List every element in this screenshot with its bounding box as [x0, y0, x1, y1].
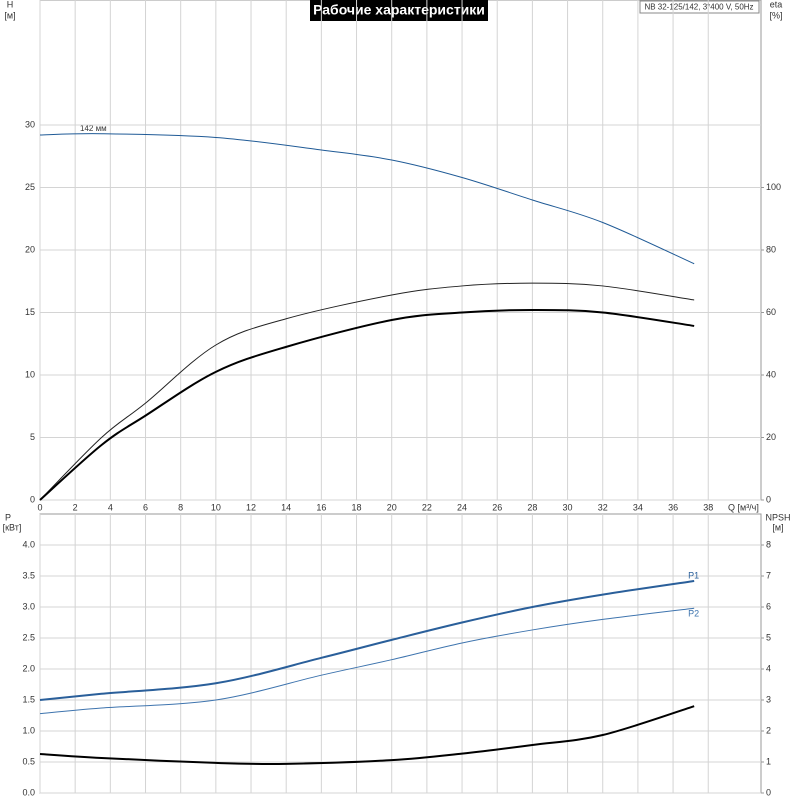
y2-axis-unit: [%] [769, 10, 782, 20]
y-tick-label: 20 [25, 244, 35, 254]
x-tick-label: 34 [633, 502, 643, 512]
y-axis-unit: [кВт] [3, 522, 22, 532]
y2-tick-label: 3 [766, 694, 771, 704]
chart-title: Рабочие характеристики [313, 2, 485, 18]
y2-axis-unit: [м] [772, 522, 783, 532]
y-tick-label: 1.5 [22, 694, 35, 704]
y2-tick-label: 40 [766, 369, 776, 379]
curve [39, 607, 695, 715]
y-axis-unit: [м] [4, 10, 15, 20]
y2-tick-label: 20 [766, 432, 776, 442]
y-tick-label: 4.0 [22, 539, 35, 549]
y2-tick-label: 7 [766, 570, 771, 580]
title-box [310, 0, 488, 21]
x-tick-label: 30 [563, 502, 573, 512]
series-label: P1 [688, 570, 699, 580]
x-tick-label: 36 [668, 502, 678, 512]
y-tick-label: 2.0 [22, 663, 35, 673]
x-tick-label: 26 [492, 502, 502, 512]
curve [39, 282, 695, 501]
y2-tick-label: 5 [766, 632, 771, 642]
series-label: P2 [688, 609, 699, 619]
y-tick-label: 15 [25, 307, 35, 317]
x-tick-label: 18 [352, 502, 362, 512]
y-axis-label: P [5, 512, 11, 522]
curve [39, 308, 695, 501]
y2-tick-label: 8 [766, 539, 771, 549]
y-tick-label: 30 [25, 119, 35, 129]
y2-tick-label: 2 [766, 725, 771, 735]
x-tick-label: 10 [211, 502, 221, 512]
y-tick-label: 0.0 [22, 787, 35, 797]
x-tick-label: 2 [73, 502, 78, 512]
x-tick-label: 38 [703, 502, 713, 512]
y2-tick-label: 0 [766, 494, 771, 504]
x-tick-label: 8 [178, 502, 183, 512]
y-tick-label: 2.5 [22, 632, 35, 642]
y2-tick-label: 60 [766, 307, 776, 317]
y2-axis-label: NPSH [765, 512, 790, 522]
x-tick-label: 4 [108, 502, 113, 512]
model-box [639, 0, 760, 14]
curve-label: 142 мм [80, 124, 107, 133]
y-tick-label: 1.0 [22, 725, 35, 735]
y-tick-label: 10 [25, 369, 35, 379]
y-tick-label: 5 [30, 432, 35, 442]
x-tick-label: 0 [37, 502, 42, 512]
x-tick-label: 16 [316, 502, 326, 512]
y2-tick-label: 4 [766, 663, 771, 673]
y2-tick-label: 100 [766, 182, 781, 192]
y2-axis-label: eta [770, 0, 783, 9]
x-tick-label: 28 [527, 502, 537, 512]
bottom-frame [39, 513, 762, 794]
x-tick-label: 14 [281, 502, 291, 512]
x-tick-label: 20 [387, 502, 397, 512]
y2-tick-label: 80 [766, 244, 776, 254]
y-tick-label: 3.5 [22, 570, 35, 580]
y-tick-label: 0.5 [22, 756, 35, 766]
x-tick-label: 6 [143, 502, 148, 512]
x-tick-label: 24 [457, 502, 467, 512]
model-label: NB 32-125/142, 3*400 V, 50Hz [644, 3, 753, 12]
x-tick-label: 32 [598, 502, 608, 512]
y-tick-label: 0 [30, 494, 35, 504]
y2-tick-label: 0 [766, 787, 771, 797]
y-tick-label: 25 [25, 182, 35, 192]
y2-tick-label: 1 [766, 756, 771, 766]
y2-tick-label: 6 [766, 601, 771, 611]
curve [39, 579, 695, 701]
curve [39, 705, 695, 766]
x-axis-label: Q [м³/ч] [728, 502, 759, 512]
x-tick-label: 22 [422, 502, 432, 512]
y-axis-label: H [7, 0, 14, 9]
x-tick-label: 12 [246, 502, 256, 512]
y-tick-label: 3.0 [22, 601, 35, 611]
curve [39, 133, 695, 265]
